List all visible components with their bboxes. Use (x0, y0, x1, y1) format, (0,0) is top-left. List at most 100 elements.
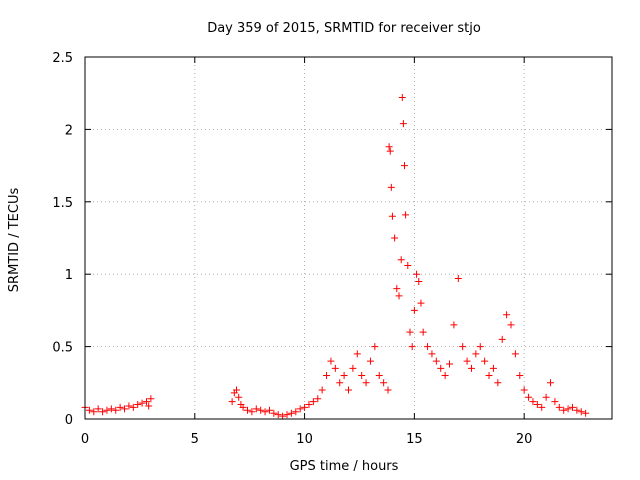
data-point (318, 386, 326, 394)
data-point (485, 372, 493, 380)
data-point (233, 386, 241, 394)
data-point (432, 357, 440, 365)
data-point (472, 350, 480, 358)
y-tick-label: 1 (65, 268, 73, 283)
x-axis-ticks: 0 5 10 15 20 (81, 57, 533, 447)
data-point (387, 183, 395, 191)
data-point (498, 335, 506, 343)
data-point (454, 275, 462, 283)
data-point (398, 94, 406, 102)
data-point (366, 357, 374, 365)
data-point (400, 162, 408, 170)
data-points (81, 94, 590, 420)
data-point (134, 401, 142, 409)
data-point (555, 403, 563, 411)
grid-lines (85, 57, 612, 419)
data-point (349, 364, 357, 372)
data-point (481, 357, 489, 365)
plot-frame (84, 56, 613, 420)
x-tick-label: 15 (406, 432, 423, 447)
data-point (116, 403, 124, 411)
data-point (397, 256, 405, 264)
y-tick-label: 0 (65, 413, 73, 428)
data-point (112, 406, 120, 414)
data-point (371, 343, 379, 351)
data-point (388, 212, 396, 220)
y-tick-label: 0.5 (52, 341, 73, 356)
data-point (542, 393, 550, 401)
data-point (345, 386, 352, 394)
data-point (417, 299, 425, 307)
x-axis-label: GPS time / hours (290, 459, 399, 474)
data-point (399, 120, 407, 128)
data-point (393, 285, 401, 293)
data-point (489, 364, 497, 372)
data-point (450, 321, 458, 329)
data-point (384, 386, 392, 394)
data-point (415, 277, 423, 285)
data-point (463, 357, 471, 365)
data-point (138, 399, 146, 407)
data-point (353, 350, 361, 358)
data-point (129, 403, 137, 411)
data-point (503, 311, 511, 319)
data-point (380, 379, 388, 387)
x-tick-label: 10 (296, 432, 313, 447)
data-point (529, 398, 537, 406)
y-tick-label: 1.5 (52, 196, 73, 211)
data-point (331, 364, 339, 372)
data-point (85, 406, 93, 414)
data-point (309, 398, 317, 406)
data-point (404, 262, 412, 270)
data-point (516, 372, 524, 380)
data-point (385, 143, 393, 151)
data-point (305, 401, 313, 409)
data-point (301, 403, 309, 411)
data-point (395, 292, 403, 300)
data-point (239, 403, 247, 411)
data-point (261, 408, 269, 416)
data-point (419, 328, 427, 336)
data-point (99, 408, 107, 416)
data-point (413, 270, 421, 278)
data-point (90, 408, 98, 416)
data-point (252, 405, 260, 413)
data-point (511, 350, 519, 358)
data-point (538, 403, 546, 411)
y-tick-label: 2.5 (52, 51, 73, 66)
data-point (121, 405, 129, 413)
data-point (437, 364, 445, 372)
data-point (279, 412, 287, 420)
data-point (408, 343, 416, 351)
data-point (564, 405, 572, 413)
data-point (577, 408, 585, 416)
data-point (228, 398, 236, 406)
data-point (257, 406, 265, 414)
data-point (494, 379, 502, 387)
data-point (145, 402, 153, 410)
data-point (358, 372, 366, 380)
chart-title: Day 359 of 2015, SRMTID for receiver stj… (207, 21, 481, 36)
data-point (103, 406, 111, 414)
data-point (410, 306, 418, 314)
x-tick-label: 5 (191, 432, 199, 447)
data-point (441, 372, 449, 380)
data-point (406, 328, 414, 336)
data-point (547, 379, 555, 387)
data-point (402, 211, 410, 219)
data-point (94, 405, 102, 413)
y-axis-label: SRMTID / TECUs (7, 188, 22, 293)
data-point (459, 343, 467, 351)
data-point (507, 321, 515, 329)
data-point (235, 393, 243, 401)
data-point (283, 411, 291, 419)
data-point (296, 405, 304, 413)
data-point (147, 395, 155, 403)
data-point (525, 393, 533, 401)
x-tick-label: 20 (516, 432, 533, 447)
y-axis-ticks: 0 0.5 1 1.5 2 2.5 (52, 51, 612, 428)
data-point (287, 409, 295, 417)
data-point (125, 402, 133, 410)
data-point (327, 357, 335, 365)
y-tick-label: 2 (65, 123, 73, 138)
